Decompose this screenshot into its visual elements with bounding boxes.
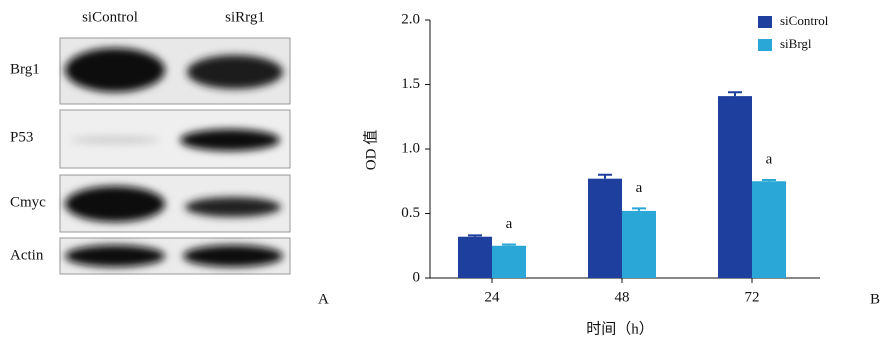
blot-column-label: siControl bbox=[82, 9, 138, 25]
bar bbox=[718, 96, 752, 278]
blot-row-label: Brg1 bbox=[10, 61, 40, 77]
bar bbox=[492, 246, 526, 278]
legend-swatch bbox=[758, 16, 772, 28]
error-bar bbox=[632, 208, 646, 211]
legend-label: siBrgl bbox=[780, 36, 812, 51]
page: {"blot": {"columns": ["siControl", "siRr… bbox=[0, 0, 881, 345]
x-tick-label: 72 bbox=[745, 289, 760, 305]
panel-label: A bbox=[318, 291, 329, 307]
x-axis-label: 时间（h） bbox=[586, 320, 654, 337]
blot-row-label: P53 bbox=[10, 129, 33, 145]
y-axis-label: OD 值 bbox=[362, 130, 379, 170]
legend-label: siControl bbox=[780, 13, 829, 28]
significance-label: a bbox=[766, 151, 773, 167]
error-bar bbox=[762, 180, 776, 181]
blot-row-label: Cmyc bbox=[10, 194, 46, 210]
significance-label: a bbox=[506, 216, 513, 232]
bar bbox=[588, 179, 622, 278]
significance-label: a bbox=[636, 180, 643, 196]
y-tick-label: 1.0 bbox=[401, 140, 420, 156]
x-tick-label: 48 bbox=[615, 289, 630, 305]
y-tick-label: 0.5 bbox=[401, 205, 420, 221]
panel-label: B bbox=[870, 291, 880, 307]
blot-row-label: Actin bbox=[10, 247, 44, 263]
y-tick-label: 0 bbox=[413, 269, 421, 285]
bar bbox=[458, 237, 492, 278]
error-bar bbox=[502, 244, 516, 245]
blot-column-label: siRrg1 bbox=[225, 9, 265, 25]
bar bbox=[622, 211, 656, 278]
figure: siControl siRrg1 Brg1 P53 Cmyc Actin A B… bbox=[0, 0, 881, 345]
x-tick-label: 24 bbox=[485, 289, 501, 305]
error-bar bbox=[468, 235, 482, 236]
bar bbox=[752, 181, 786, 278]
error-bar bbox=[728, 92, 742, 96]
error-bar bbox=[598, 175, 612, 179]
y-tick-label: 2.0 bbox=[401, 11, 420, 27]
western-blot: siControl siRrg1 Brg1 P53 Cmyc Actin A bbox=[10, 9, 329, 307]
legend-swatch bbox=[758, 39, 772, 51]
y-tick-label: 1.5 bbox=[401, 76, 420, 92]
